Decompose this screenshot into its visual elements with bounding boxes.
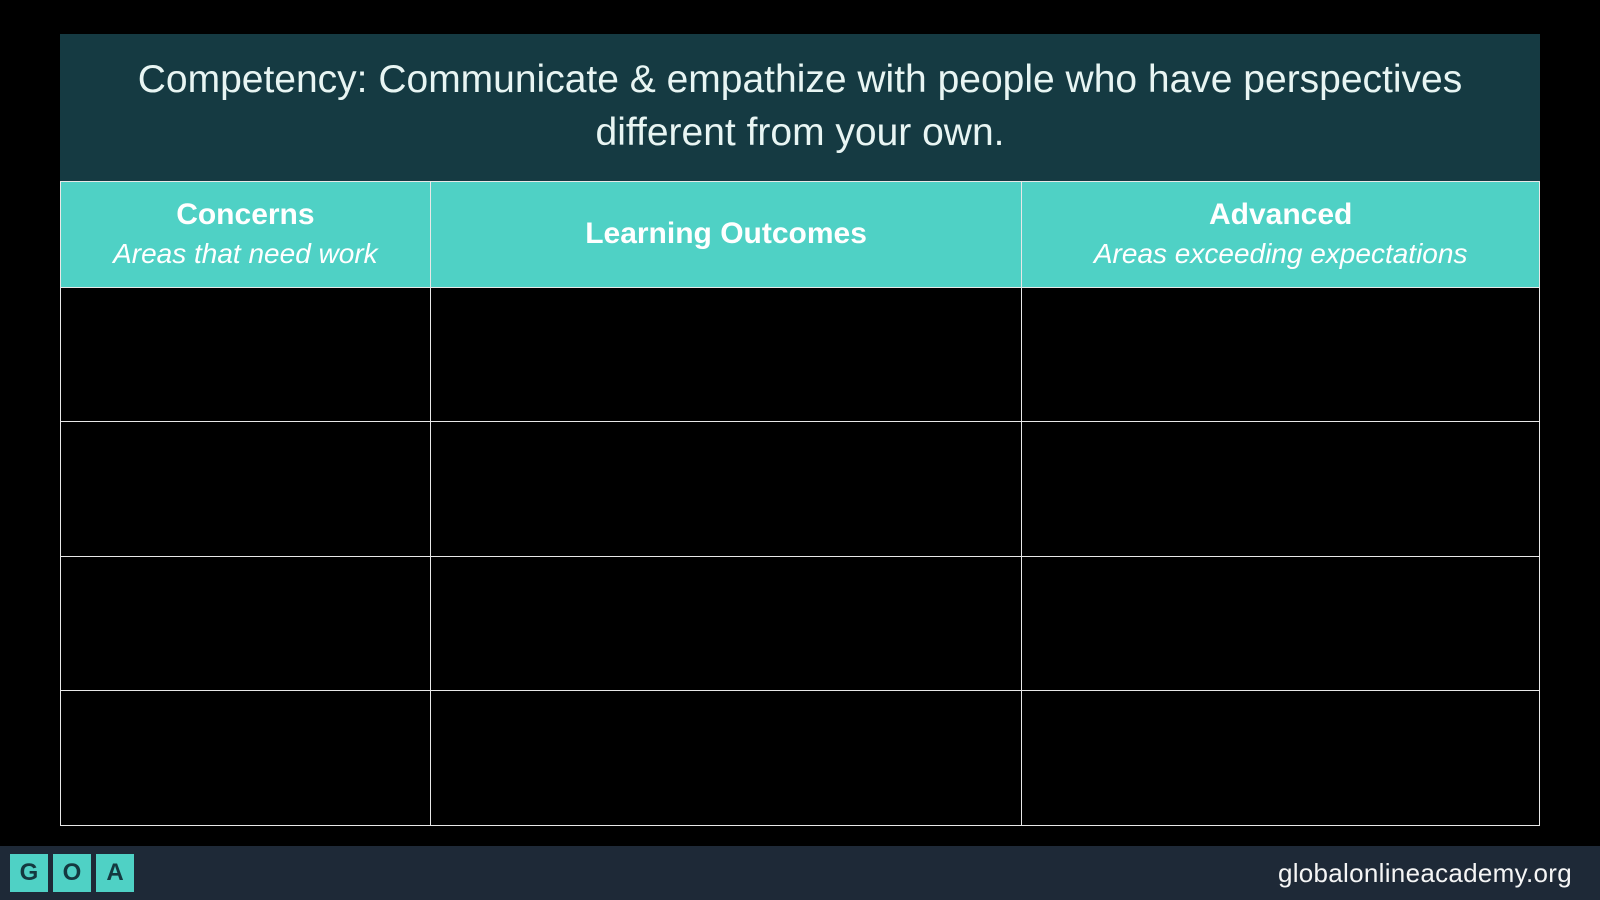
rubric-body xyxy=(61,287,1540,825)
table-cell xyxy=(430,556,1022,691)
logo-letter: A xyxy=(96,854,134,892)
table-cell xyxy=(430,422,1022,557)
table-row xyxy=(61,287,1540,422)
table-row xyxy=(61,556,1540,691)
table-header-row: Concerns Areas that need work Learning O… xyxy=(61,182,1540,288)
table-cell xyxy=(1022,287,1540,422)
rubric-table: Concerns Areas that need work Learning O… xyxy=(60,181,1540,826)
table-cell xyxy=(1022,691,1540,826)
col-header-title: Learning Outcomes xyxy=(585,217,867,250)
table-cell xyxy=(61,556,431,691)
rubric-slide: Competency: Communicate & empathize with… xyxy=(0,0,1600,900)
col-header-subtitle: Areas exceeding expectations xyxy=(1032,236,1529,271)
table-row xyxy=(61,422,1540,557)
table-cell xyxy=(1022,422,1540,557)
table-cell xyxy=(430,691,1022,826)
logo-letter: O xyxy=(53,854,91,892)
col-header-outcomes: Learning Outcomes xyxy=(430,182,1022,288)
footer-url: globalonlineacademy.org xyxy=(1278,858,1572,889)
logo-letter: G xyxy=(10,854,48,892)
col-header-subtitle: Areas that need work xyxy=(71,236,420,271)
goa-logo: GOA xyxy=(10,854,134,892)
table-cell xyxy=(430,287,1022,422)
competency-title: Competency: Communicate & empathize with… xyxy=(60,34,1540,181)
footer-bar: GOA globalonlineacademy.org xyxy=(0,846,1600,900)
table-cell xyxy=(61,691,431,826)
col-header-concerns: Concerns Areas that need work xyxy=(61,182,431,288)
col-header-advanced: Advanced Areas exceeding expectations xyxy=(1022,182,1540,288)
col-header-title: Concerns xyxy=(176,198,314,231)
table-row xyxy=(61,691,1540,826)
table-cell xyxy=(1022,556,1540,691)
table-cell xyxy=(61,422,431,557)
slide-main: Competency: Communicate & empathize with… xyxy=(0,0,1600,846)
col-header-title: Advanced xyxy=(1209,198,1352,231)
table-cell xyxy=(61,287,431,422)
